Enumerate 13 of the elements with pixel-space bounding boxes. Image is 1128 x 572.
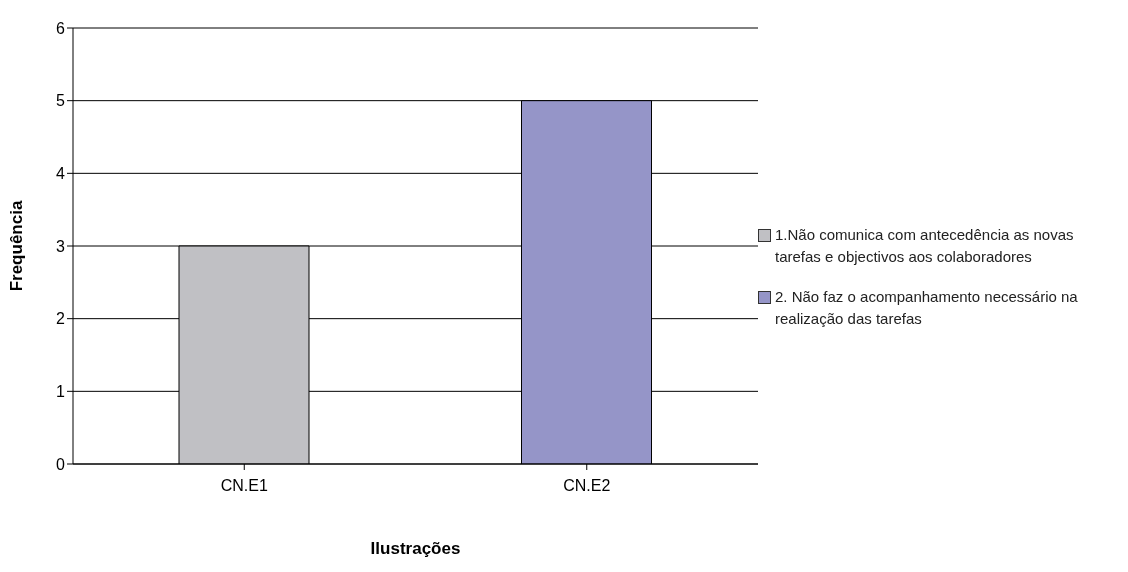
legend-label: 2. Não faz o acompanhamento necessário na realização das tarefas: [775, 287, 1079, 329]
y-tick-label: 3: [56, 237, 66, 255]
y-tick-label: 6: [56, 19, 66, 37]
y-tick-label: 2: [56, 310, 66, 328]
x-tick-label: CN.E1: [220, 477, 268, 495]
x-axis-title: Ilustrações: [370, 539, 461, 558]
y-axis-title: Frequência: [7, 200, 27, 292]
y-tick-label: 5: [56, 92, 66, 110]
x-tick-label: CN.E2: [563, 477, 611, 495]
y-tick-label: 0: [56, 455, 66, 473]
y-tick-label: 4: [56, 165, 66, 183]
legend-label: 1.Não comunica com antecedência as novas tarefas e objectivos aos colaboradores: [775, 225, 1075, 267]
y-tick-label: 1: [56, 383, 66, 401]
